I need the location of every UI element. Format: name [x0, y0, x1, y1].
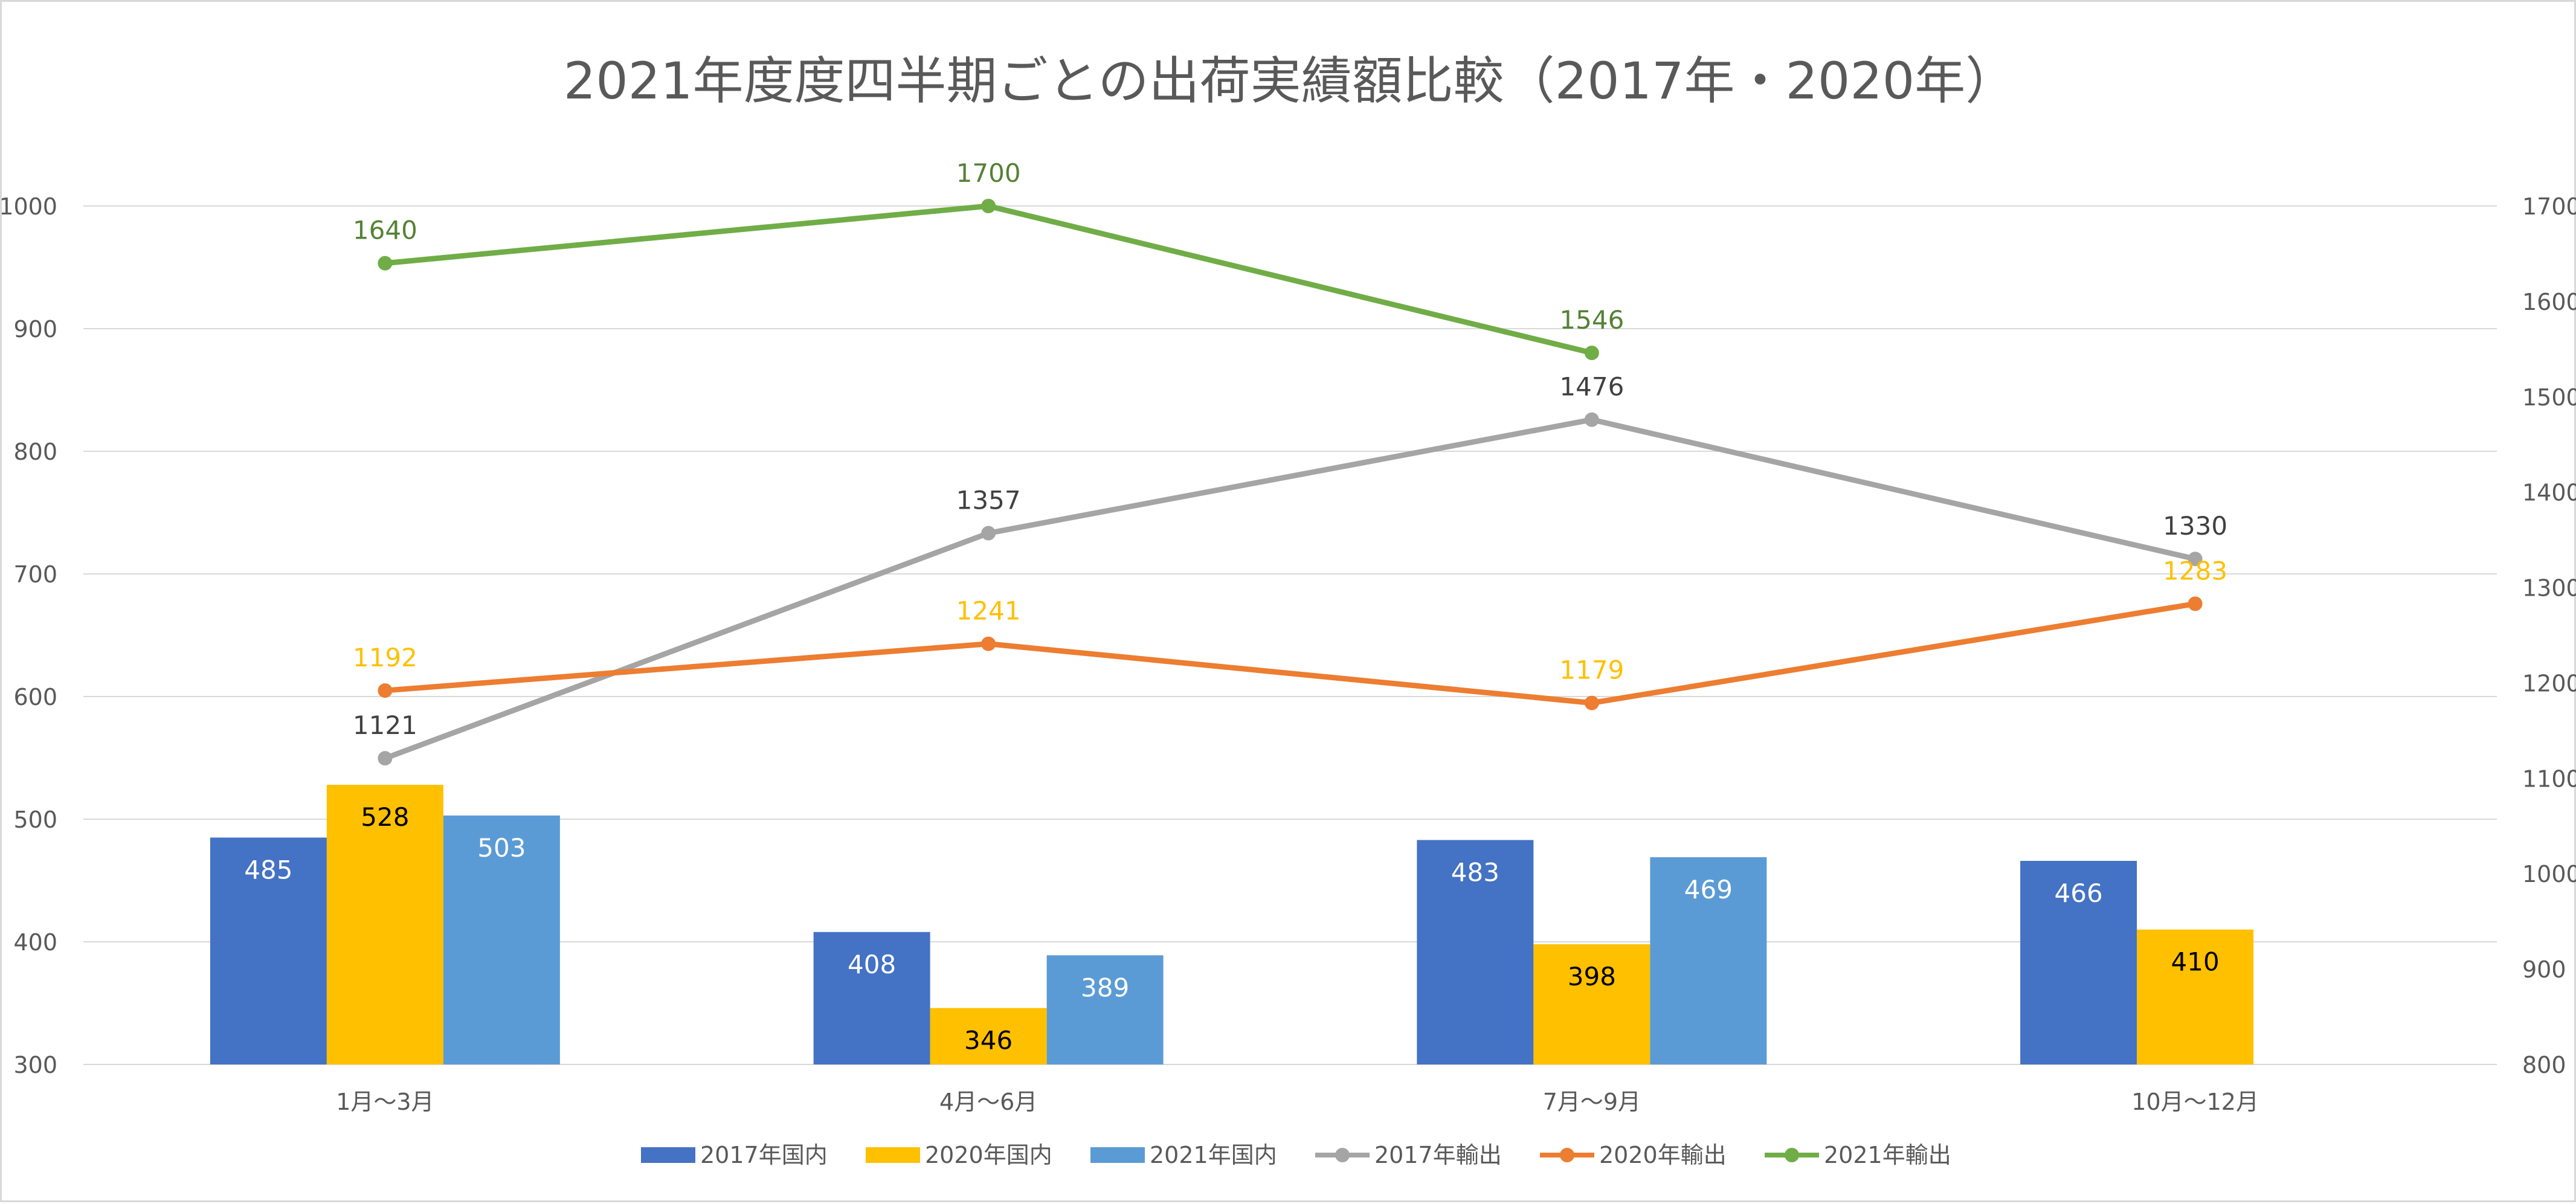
x-axis-categories: 1月～3月 4月～6月 7月～9月 10月～12月 [336, 1089, 2259, 1115]
bar [1046, 955, 1164, 1064]
left-axis-tick-label: 800 [13, 439, 57, 465]
line-point [1584, 346, 1599, 361]
line-series-group [378, 199, 2203, 766]
legend-label: 2017年国内 [700, 1142, 828, 1168]
right-axis-tick-label: 1700 [2522, 193, 2576, 220]
bar [1533, 944, 1650, 1064]
line-data-label: 1546 [1559, 305, 1624, 335]
line-data-label: 1179 [1559, 655, 1624, 685]
bar [210, 837, 327, 1064]
bar [1650, 857, 1767, 1064]
bar-data-label: 410 [2171, 947, 2220, 977]
line-point [378, 751, 393, 766]
legend-label: 2021年国内 [1150, 1142, 1277, 1168]
series-line [382, 417, 2198, 761]
right-axis-tick-label: 1600 [2522, 289, 2576, 315]
line-point [378, 683, 393, 698]
line-data-label: 1241 [956, 596, 1021, 626]
legend-label: 2017年輸出 [1374, 1142, 1502, 1168]
category-label: 10月～12月 [2131, 1089, 2259, 1115]
left-axis-tick-label: 600 [13, 684, 57, 710]
line-point [981, 636, 996, 651]
bar-data-label: 483 [1451, 858, 1499, 887]
legend-swatch [866, 1147, 920, 1163]
line-data-label: 1476 [1559, 372, 1624, 402]
legend-swatch [1090, 1147, 1145, 1163]
data-labels: 485 408 483 466 528 346 398 410 503 389 469 1121 135… [244, 158, 2227, 1055]
line-point [1584, 695, 1599, 710]
bar [2020, 861, 2137, 1064]
bar-data-label: 528 [361, 802, 409, 832]
bar-series-group [210, 785, 2254, 1064]
line-data-label: 1700 [956, 158, 1021, 188]
line-point [2188, 596, 2203, 611]
bar [930, 1008, 1047, 1064]
line-point [1584, 412, 1599, 427]
right-axis-tick-label: 1000 [2522, 861, 2576, 887]
line-point [981, 199, 996, 213]
category-label: 1月～3月 [336, 1089, 434, 1115]
right-axis-tick-label: 800 [2522, 1052, 2566, 1078]
bar [813, 932, 930, 1064]
bar [326, 785, 443, 1064]
line-point [378, 256, 393, 271]
line-data-label: 1357 [956, 486, 1021, 515]
right-axis-tick-label: 1200 [2522, 670, 2576, 697]
line-point [2188, 552, 2203, 567]
legend-marker [1785, 1148, 1799, 1162]
series-line [382, 600, 2198, 706]
category-label: 4月～6月 [939, 1089, 1037, 1115]
category-label: 7月～9月 [1543, 1089, 1641, 1115]
left-axis-tick-label: 1000 [2, 193, 57, 220]
bar-data-label: 389 [1081, 973, 1129, 1002]
bar-data-label: 469 [1684, 875, 1733, 904]
line-point [981, 526, 996, 541]
bar [443, 815, 560, 1064]
bar-data-label: 346 [964, 1026, 1013, 1055]
chart-title: 2021年度度四半期ごとの出荷実績額比較（2017年・2020年） [564, 51, 2016, 111]
right-axis-tick-label: 900 [2522, 956, 2566, 983]
legend-marker [1335, 1148, 1350, 1162]
right-axis-tick-label: 1100 [2522, 765, 2576, 792]
right-axis-tick-label: 1400 [2522, 480, 2576, 506]
bar-data-label: 466 [2055, 878, 2103, 908]
left-axis-tick-label: 500 [13, 806, 57, 833]
left-axis-tick-label: 400 [13, 929, 57, 956]
bar-data-label: 408 [848, 950, 896, 979]
bar [1417, 840, 1534, 1064]
right-y-axis: 800 900 1000 1100 1200 1300 1400 1500 1600 1700 [2522, 193, 2576, 1078]
bar-data-label: 485 [244, 855, 292, 884]
series-line [382, 203, 1595, 356]
bar-data-label: 503 [477, 833, 526, 863]
line-data-label: 1121 [353, 710, 417, 740]
legend-label: 2020年国内 [925, 1142, 1052, 1168]
line-data-label: 1330 [2163, 511, 2227, 541]
bar [2137, 929, 2254, 1064]
legend-swatch [641, 1147, 695, 1163]
right-axis-tick-label: 1500 [2522, 384, 2576, 411]
line-data-label: 1192 [353, 643, 417, 672]
legend-label: 2021年輸出 [1824, 1142, 1951, 1168]
legend: 2017年国内 2020年国内 2021年国内 2017年輸出 2020年輸出 2021年… [641, 1142, 1951, 1168]
left-y-axis: 300 400 500 600 700 800 900 1000 [2, 193, 57, 1078]
line-data-label: 1283 [2163, 556, 2227, 585]
right-axis-tick-label: 1300 [2522, 575, 2576, 602]
left-axis-tick-label: 900 [13, 316, 57, 343]
line-data-label: 1640 [353, 216, 417, 245]
legend-label: 2020年輸出 [1599, 1142, 1727, 1168]
left-axis-tick-label: 300 [13, 1052, 57, 1078]
left-axis-tick-label: 700 [13, 561, 57, 588]
legend-marker [1560, 1148, 1574, 1162]
bar-data-label: 398 [1568, 962, 1616, 991]
